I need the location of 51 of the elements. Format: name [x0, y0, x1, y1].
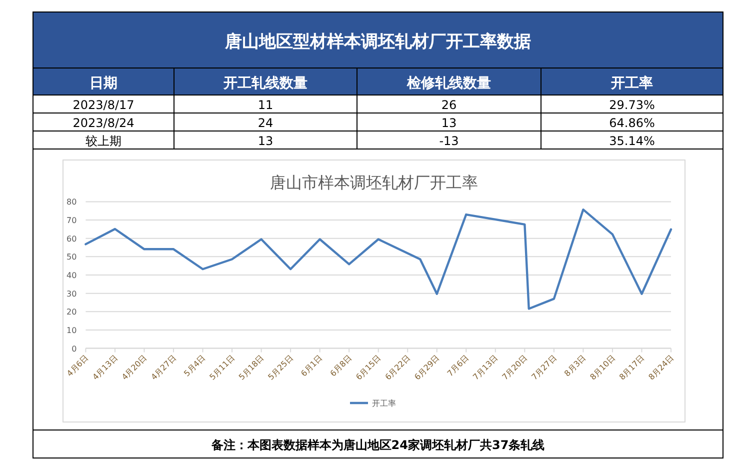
y-tick-label: 20 [66, 308, 77, 317]
x-tick-label: 5月4日 [182, 353, 208, 378]
x-tick-label: 8月17日 [618, 353, 646, 382]
x-tick-label: 7月6日 [446, 353, 471, 378]
x-tick-label: 7月13日 [471, 353, 500, 382]
x-tick-label: 6月15日 [354, 353, 383, 382]
text: 13 [258, 134, 274, 148]
text: -13 [439, 134, 459, 148]
x-tick-label: 4月27日 [149, 353, 178, 382]
y-tick-label: 30 [66, 289, 77, 298]
x-tick-label: 7月20日 [500, 353, 530, 382]
text: 2023/8/17 [72, 98, 134, 112]
y-tick-label: 80 [66, 198, 77, 207]
text: 64.86% [609, 116, 655, 130]
x-tick-label: 6月22日 [384, 353, 412, 382]
legend-label: 开工率 [372, 399, 396, 408]
text: 35.14% [609, 134, 655, 148]
line-series [84, 208, 672, 310]
x-tick-label: 8月3日 [562, 353, 588, 378]
text: 开工率 [610, 74, 653, 92]
x-tick-label: 6月1日 [299, 353, 324, 378]
y-tick-label: 50 [66, 252, 77, 262]
chart-title: 唐山市样本调坯轧材厂开工率 [270, 173, 478, 192]
x-tick-label: 8月24日 [646, 353, 676, 382]
text: 2023/8/24 [72, 116, 134, 130]
x-tick-label: 6月8日 [328, 353, 354, 378]
x-tick-label: 4月20日 [120, 353, 149, 382]
x-tick-label: 5月18日 [237, 353, 266, 382]
x-tick-label: 4月6日 [65, 353, 90, 378]
text: 唐山地区型材样本调坯轧材厂开工率数据 [224, 32, 531, 52]
x-tick-label: 6月29日 [412, 353, 442, 382]
y-tick-label: 40 [66, 271, 77, 280]
text: 开工轧线数量 [222, 76, 308, 92]
x-tick-label: 4月13日 [90, 353, 120, 382]
x-tick-label: 7月27日 [530, 353, 558, 382]
y-tick-label: 70 [66, 216, 77, 226]
text: 29.73% [609, 98, 655, 112]
x-tick-label: 5月25日 [266, 353, 295, 382]
y-tick-label: 10 [66, 326, 77, 335]
text: 11 [258, 98, 274, 112]
text: 日期 [90, 76, 118, 92]
text: 24 [258, 116, 274, 130]
y-tick-label: 0 [72, 344, 77, 354]
text: 较上期 [86, 134, 122, 148]
text: 26 [441, 98, 457, 112]
x-tick-label: 5月11日 [208, 353, 236, 382]
x-tick-label: 8月10日 [588, 353, 617, 382]
text: 检修轧线数量 [406, 76, 491, 92]
y-tick-label: 60 [66, 234, 77, 244]
text: 13 [441, 116, 457, 130]
text: 备注：本图表数据样本为唐山地区24家调坯轧材厂共37条轧线 [210, 438, 545, 452]
